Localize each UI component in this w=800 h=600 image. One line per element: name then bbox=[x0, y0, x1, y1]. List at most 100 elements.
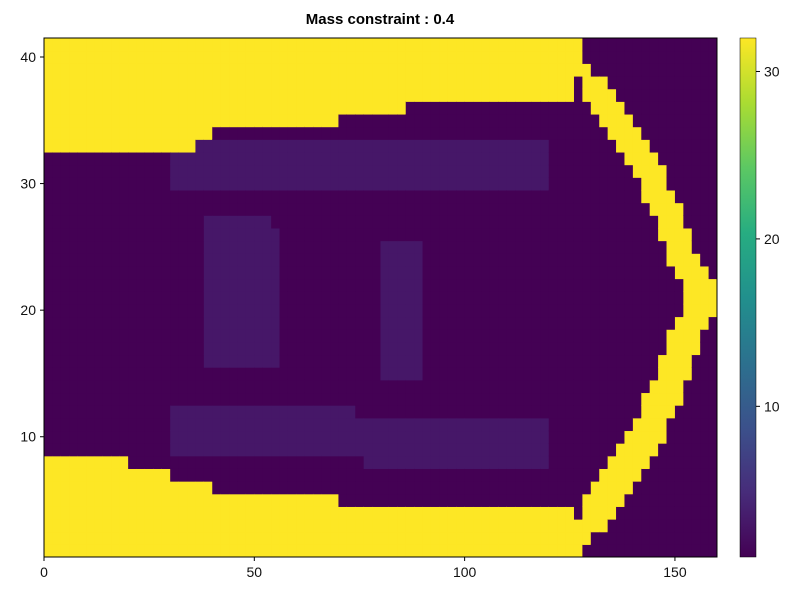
heatmap-cell bbox=[599, 101, 609, 115]
heatmap-cell bbox=[456, 379, 466, 394]
heatmap-cell bbox=[414, 113, 424, 128]
heatmap-cell bbox=[170, 88, 180, 102]
heatmap-cell bbox=[346, 341, 356, 356]
heatmap-cell bbox=[346, 430, 356, 444]
heatmap-cell bbox=[229, 253, 239, 267]
heatmap-cell bbox=[674, 151, 684, 166]
heatmap-cell bbox=[632, 379, 642, 394]
heatmap-cell bbox=[649, 63, 659, 77]
heatmap-cell bbox=[86, 531, 96, 545]
heatmap-cell bbox=[473, 379, 483, 394]
heatmap-cell bbox=[262, 468, 272, 482]
heatmap-cell bbox=[481, 278, 491, 292]
heatmap-cell bbox=[313, 354, 323, 368]
heatmap-cell bbox=[153, 202, 163, 216]
heatmap-cell bbox=[363, 531, 373, 545]
heatmap-cell bbox=[203, 113, 213, 128]
heatmap-cell bbox=[330, 531, 340, 545]
heatmap-cell bbox=[674, 430, 684, 444]
heatmap-cell bbox=[708, 177, 717, 191]
heatmap-cell bbox=[262, 113, 272, 128]
heatmap-cell bbox=[430, 291, 440, 305]
heatmap-cell bbox=[355, 405, 365, 419]
heatmap-cell bbox=[691, 126, 701, 140]
heatmap-cell bbox=[649, 291, 659, 305]
heatmap-cell bbox=[481, 75, 491, 90]
heatmap-cell bbox=[540, 531, 550, 545]
heatmap-cell bbox=[170, 455, 180, 469]
heatmap-cell bbox=[304, 126, 314, 140]
heatmap-cell bbox=[330, 139, 340, 153]
heatmap-cell bbox=[540, 151, 550, 166]
heatmap-cell bbox=[708, 367, 717, 381]
heatmap-cell bbox=[658, 303, 668, 318]
heatmap-cell bbox=[506, 417, 516, 432]
heatmap-cell bbox=[700, 227, 710, 242]
heatmap-cell bbox=[304, 303, 314, 318]
heatmap-cell bbox=[212, 468, 222, 482]
heatmap-cell bbox=[700, 341, 710, 356]
heatmap-cell bbox=[86, 341, 96, 356]
heatmap-cell bbox=[52, 253, 62, 267]
heatmap-cell bbox=[515, 481, 525, 495]
heatmap-cell bbox=[616, 329, 626, 343]
heatmap-cell bbox=[515, 405, 525, 419]
heatmap-cell bbox=[52, 392, 62, 406]
heatmap-cell bbox=[254, 455, 264, 469]
heatmap-cell bbox=[473, 151, 483, 166]
heatmap-cell bbox=[102, 379, 112, 394]
heatmap-cell bbox=[212, 113, 222, 128]
heatmap-cell bbox=[262, 354, 272, 368]
heatmap-cell bbox=[447, 227, 457, 242]
heatmap-cell bbox=[422, 506, 432, 520]
heatmap-cell bbox=[456, 126, 466, 140]
heatmap-cell bbox=[616, 506, 626, 520]
heatmap-cell bbox=[498, 38, 508, 52]
heatmap-cell bbox=[515, 519, 525, 533]
heatmap-cell bbox=[355, 468, 365, 482]
heatmap-cell bbox=[430, 417, 440, 432]
heatmap-cell bbox=[128, 75, 138, 90]
heatmap-cell bbox=[658, 189, 668, 204]
heatmap-cell bbox=[498, 303, 508, 318]
heatmap-cell bbox=[313, 164, 323, 178]
heatmap-cell bbox=[245, 139, 255, 153]
heatmap-cell bbox=[338, 379, 348, 394]
heatmap-cell bbox=[338, 202, 348, 216]
heatmap-cell bbox=[94, 164, 104, 178]
heatmap-cell bbox=[363, 329, 373, 343]
heatmap-cell bbox=[313, 63, 323, 77]
heatmap-cell bbox=[94, 341, 104, 356]
heatmap-cell bbox=[220, 88, 230, 102]
heatmap-cell bbox=[464, 379, 474, 394]
heatmap-cell bbox=[506, 303, 516, 318]
heatmap-cell bbox=[212, 443, 222, 457]
heatmap-cell bbox=[119, 38, 129, 52]
heatmap-cell bbox=[489, 506, 499, 520]
heatmap-cell bbox=[632, 177, 642, 191]
heatmap-cell bbox=[498, 88, 508, 102]
heatmap-cell bbox=[330, 113, 340, 128]
heatmap-cell bbox=[708, 493, 717, 507]
heatmap-cell bbox=[380, 227, 390, 242]
heatmap-cell bbox=[229, 392, 239, 406]
heatmap-cell bbox=[355, 329, 365, 343]
heatmap-cell bbox=[60, 177, 70, 191]
heatmap-cell bbox=[616, 126, 626, 140]
heatmap-cell bbox=[69, 88, 79, 102]
heatmap-cell bbox=[557, 113, 567, 128]
heatmap-cell bbox=[279, 430, 289, 444]
heatmap-cell bbox=[405, 227, 415, 242]
heatmap-cell bbox=[279, 531, 289, 545]
heatmap-cell bbox=[523, 113, 533, 128]
heatmap-cell bbox=[111, 227, 121, 242]
heatmap-cell bbox=[599, 443, 609, 457]
heatmap-cell bbox=[388, 379, 398, 394]
heatmap-cell bbox=[161, 265, 171, 280]
heatmap-cell bbox=[405, 88, 415, 102]
heatmap-cell bbox=[397, 481, 407, 495]
heatmap-cell bbox=[178, 63, 188, 77]
heatmap-cell bbox=[456, 164, 466, 178]
heatmap-cell bbox=[422, 88, 432, 102]
heatmap-cell bbox=[540, 278, 550, 292]
